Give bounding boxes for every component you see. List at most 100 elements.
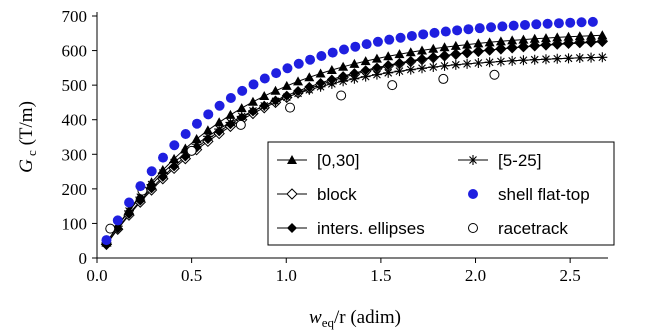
y-tick-label: 0	[79, 249, 88, 268]
point-shell-flat-top-38	[531, 19, 542, 30]
point-0-30-23	[360, 56, 371, 66]
point-5-25-43	[586, 52, 597, 63]
point-inters-ellipses-33	[473, 46, 484, 57]
point-5-25-21	[338, 76, 349, 87]
point-shell-flat-top-7	[180, 128, 191, 139]
point-inters-ellipses-43	[586, 37, 597, 48]
point-0-30-29	[428, 43, 439, 53]
point-5-25-34	[484, 57, 495, 68]
point-0-30-39	[540, 33, 551, 43]
point-shell-flat-top-24	[372, 36, 383, 47]
point-shell-flat-top-40	[553, 18, 564, 29]
legend-marker	[287, 223, 297, 233]
point-shell-flat-top-35	[497, 21, 508, 32]
point-5-25-18	[304, 84, 315, 95]
legend-label: inters. ellipses	[317, 219, 425, 238]
point-0-30-42	[574, 31, 585, 41]
point-shell-flat-top-13	[248, 79, 259, 90]
point-inters-ellipses-30	[439, 50, 450, 61]
point-inters-ellipses-28	[417, 53, 428, 64]
point-inters-ellipses-38	[529, 41, 540, 52]
point-inters-ellipses-29	[428, 52, 439, 63]
point-5-25-36	[507, 55, 518, 66]
point-0-30-33	[473, 38, 484, 48]
point-0-30-18	[304, 72, 315, 82]
point-0-30-44	[597, 30, 608, 40]
point-inters-ellipses-32	[462, 47, 473, 58]
point-0-30-27	[405, 47, 416, 57]
point-5-25-25	[383, 67, 394, 78]
point-5-25-39	[540, 54, 551, 65]
legend-item-5-25: [5-25]	[458, 151, 541, 170]
point-0-30-13	[247, 96, 258, 106]
point-shell-flat-top-2	[124, 197, 135, 208]
y-tick-label: 600	[62, 42, 88, 61]
point-shell-flat-top-9	[203, 109, 214, 120]
series-markers	[100, 16, 609, 251]
point-0-30-12	[236, 103, 247, 113]
point-5-25-38	[529, 54, 540, 65]
point-5-25-23	[360, 71, 371, 82]
point-inters-ellipses-34	[484, 45, 495, 56]
point-shell-flat-top-23	[361, 39, 372, 50]
point-5-25-16	[281, 92, 292, 103]
point-shell-flat-top-8	[191, 118, 202, 129]
x-tick-label: 0.5	[181, 266, 202, 285]
point-0-30-19	[315, 68, 326, 78]
point-shell-flat-top-11	[225, 92, 236, 103]
point-shell-flat-top-10	[214, 100, 225, 111]
point-racetrack-6	[387, 80, 398, 91]
point-5-25-27	[405, 64, 416, 75]
point-inters-ellipses-27	[405, 55, 416, 66]
point-0-30-2	[124, 204, 135, 214]
legend: [0,30] [5-25] block shell flat-top inters. e…	[267, 141, 615, 246]
point-0-30-35	[495, 36, 506, 46]
point-0-30-36	[507, 35, 518, 45]
point-0-30-41	[563, 31, 574, 41]
point-inters-ellipses-36	[507, 42, 518, 53]
point-0-30-28	[417, 45, 428, 55]
legend-item-block: block	[277, 185, 357, 204]
point-0-30-21	[338, 61, 349, 71]
point-5-25-40	[552, 53, 563, 64]
point-5-25-13	[247, 105, 258, 116]
point-shell-flat-top-20	[327, 47, 338, 58]
point-shell-flat-top-16	[282, 63, 293, 74]
y-tick-label: 200	[62, 180, 88, 199]
point-0-30-15	[270, 85, 281, 95]
point-racetrack-7	[438, 73, 449, 84]
point-0-30-26	[394, 49, 405, 59]
point-0-30-14	[259, 91, 270, 101]
y-axis-title: G c (T/m)	[16, 101, 39, 173]
point-shell-flat-top-31	[452, 25, 463, 36]
point-5-25-19	[315, 81, 326, 92]
point-0-30-43	[586, 30, 597, 40]
point-0-30-22	[349, 58, 360, 68]
y-tick-label: 700	[62, 7, 88, 26]
point-shell-flat-top-25	[384, 34, 395, 45]
point-5-25-42	[574, 52, 585, 63]
y-tick-label: 300	[62, 145, 88, 164]
point-shell-flat-top-15	[271, 68, 282, 79]
point-shell-flat-top-22	[350, 41, 361, 52]
x-tick-label: 1.0	[276, 266, 297, 285]
point-shell-flat-top-6	[169, 140, 180, 151]
legend-marker	[468, 223, 478, 233]
legend-marker	[468, 189, 478, 199]
point-inters-ellipses-40	[552, 39, 563, 50]
point-5-25-33	[473, 58, 484, 69]
point-0-30-6	[169, 153, 180, 163]
point-shell-flat-top-4	[146, 166, 157, 177]
point-shell-flat-top-17	[293, 58, 304, 69]
point-0-30-11	[225, 109, 236, 119]
axis-titles: weq/r (adim) G c (T/m)	[16, 101, 401, 330]
point-inters-ellipses-23	[360, 65, 371, 76]
point-shell-flat-top-43	[587, 16, 598, 27]
point-shell-flat-top-1	[112, 215, 123, 226]
point-inters-ellipses-42	[574, 38, 585, 49]
point-racetrack-4	[285, 102, 296, 113]
point-0-30-38	[529, 33, 540, 43]
point-inters-ellipses-26	[394, 57, 405, 68]
legend-label: [0,30]	[317, 151, 360, 170]
